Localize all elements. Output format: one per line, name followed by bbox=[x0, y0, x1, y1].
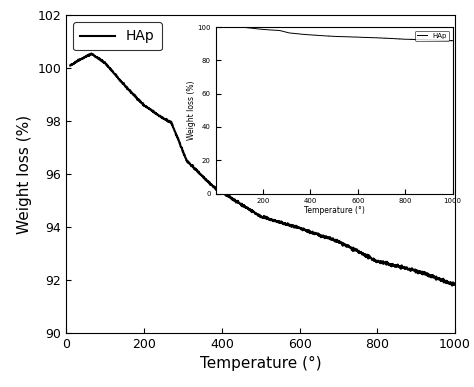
Line: HAp: HAp bbox=[70, 53, 455, 286]
HAp bbox=[349, 34, 355, 39]
Legend: HAp: HAp bbox=[415, 31, 449, 41]
HAp bbox=[450, 38, 456, 43]
HAp bbox=[67, 63, 73, 68]
Y-axis label: Weight loss (%): Weight loss (%) bbox=[17, 115, 32, 234]
HAp bbox=[246, 207, 252, 211]
HAp bbox=[89, 51, 94, 56]
Line: HAp: HAp bbox=[218, 26, 453, 41]
HAp bbox=[448, 38, 454, 43]
X-axis label: Temperature (°): Temperature (°) bbox=[304, 206, 365, 215]
HAp bbox=[243, 25, 249, 30]
HAp bbox=[234, 24, 239, 29]
HAp bbox=[324, 34, 330, 38]
HAp bbox=[287, 222, 292, 227]
HAp bbox=[113, 73, 119, 78]
X-axis label: Temperature (°): Temperature (°) bbox=[200, 356, 321, 371]
HAp bbox=[320, 33, 326, 38]
HAp bbox=[228, 24, 234, 29]
HAp bbox=[239, 204, 245, 209]
HAp bbox=[98, 58, 103, 62]
HAp bbox=[449, 283, 455, 288]
HAp bbox=[452, 283, 458, 287]
Y-axis label: Weight loss (%): Weight loss (%) bbox=[187, 80, 196, 140]
HAp bbox=[315, 33, 320, 38]
Legend: HAp: HAp bbox=[73, 22, 162, 50]
HAp bbox=[231, 197, 237, 202]
HAp bbox=[215, 25, 221, 29]
